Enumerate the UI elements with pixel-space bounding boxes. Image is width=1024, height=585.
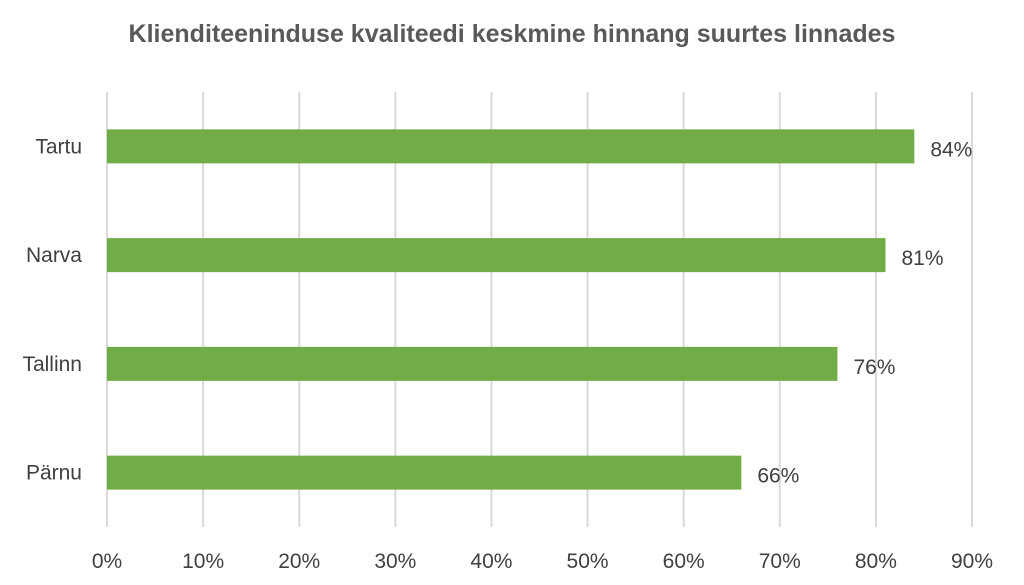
- gridlines: [106, 92, 973, 527]
- bars: [107, 129, 915, 490]
- data-label: 76%: [853, 356, 895, 379]
- category-label: Tallinn: [22, 353, 82, 376]
- data-label: 66%: [757, 465, 799, 488]
- data-label: 84%: [930, 138, 972, 161]
- chart-title: Klienditeeninduse kvaliteedi keskmine hi…: [128, 20, 896, 48]
- category-label: Tartu: [35, 135, 82, 158]
- x-tick-label: 90%: [951, 550, 993, 573]
- labels: 0% 10% 20% 30% 40% 50% 60% 70% 80% 90% Tartu 84% Nar…: [22, 135, 993, 573]
- x-tick-label: 80%: [855, 550, 897, 573]
- x-tick-label: 60%: [663, 550, 705, 573]
- bar: [107, 238, 886, 273]
- x-tick-label: 40%: [470, 550, 512, 573]
- x-tick-label: 30%: [374, 550, 416, 573]
- category-label: Narva: [26, 244, 82, 267]
- data-label: 81%: [902, 247, 944, 270]
- x-tick-label: 0%: [92, 550, 122, 573]
- x-tick-label: 10%: [182, 550, 224, 573]
- bar: [107, 455, 742, 490]
- bar: [107, 129, 915, 164]
- x-tick-label: 70%: [759, 550, 801, 573]
- bar: [107, 346, 838, 381]
- x-tick-label: 20%: [278, 550, 320, 573]
- category-label: Pärnu: [26, 462, 82, 485]
- x-tick-label: 50%: [567, 550, 609, 573]
